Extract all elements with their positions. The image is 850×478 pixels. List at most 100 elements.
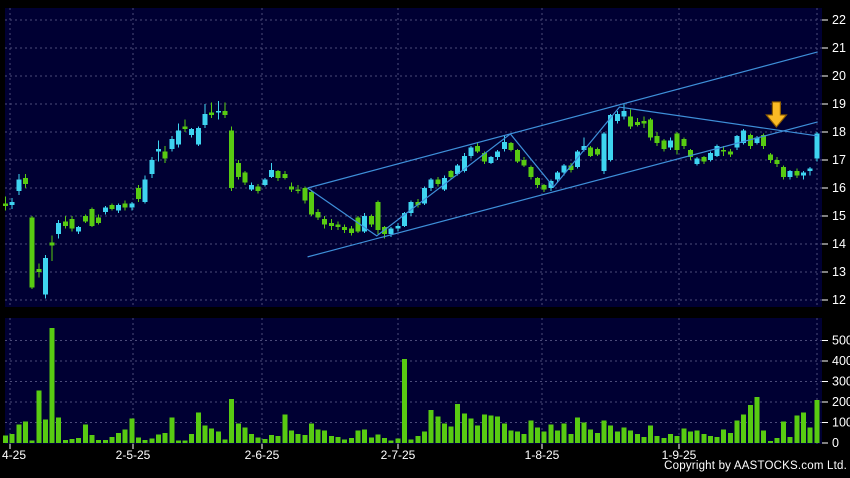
price-tick-label: 12	[832, 293, 846, 307]
volume-bar	[461, 413, 467, 443]
volume-bar	[222, 439, 228, 443]
volume-bar	[634, 433, 640, 443]
price-tick-label: 22	[832, 13, 846, 27]
volume-bar	[288, 430, 294, 443]
volume-bar	[455, 404, 461, 443]
volume-bar	[3, 435, 8, 443]
candle-body	[707, 153, 713, 160]
volume-bar	[807, 427, 813, 443]
candle-body	[714, 146, 720, 156]
candle-body	[681, 139, 687, 146]
candle-body	[687, 150, 693, 158]
candle-body	[535, 178, 540, 186]
candle-body	[408, 202, 414, 214]
candle-body	[515, 150, 521, 162]
candle-body	[814, 133, 820, 159]
candle-body	[648, 119, 654, 138]
volume-bar	[16, 424, 22, 443]
volume-bar	[721, 429, 727, 443]
candle-body	[235, 162, 241, 177]
candle-body	[754, 137, 760, 144]
date-label: 2-5-25	[116, 448, 151, 462]
candle-body	[568, 165, 574, 170]
volume-bar	[182, 440, 188, 443]
candle-body	[574, 151, 580, 167]
volume-bar	[189, 433, 195, 443]
candle-body	[308, 192, 314, 215]
candle-body	[229, 130, 235, 188]
candle-body	[96, 217, 102, 223]
candle-body	[288, 186, 294, 190]
candle-body	[608, 115, 614, 160]
volume-bar	[262, 438, 268, 443]
volume-bar	[136, 437, 141, 443]
candle-body	[3, 203, 8, 207]
volume-bar	[149, 438, 155, 443]
volume-bar	[674, 435, 680, 443]
volume-bar	[62, 439, 68, 443]
candle-body	[142, 179, 148, 202]
candle-body	[109, 204, 115, 209]
candle-body	[787, 171, 793, 177]
candle-body	[368, 216, 374, 225]
candle-body	[621, 111, 627, 117]
candle-body	[634, 122, 640, 125]
volume-bar	[781, 421, 787, 443]
volume-tick-label: 300	[832, 375, 850, 389]
candle-body	[282, 174, 288, 179]
candle-body	[481, 153, 487, 162]
volume-bar	[495, 416, 501, 443]
volume-bar	[89, 434, 95, 443]
candle-body	[747, 134, 753, 146]
volume-bar	[249, 433, 255, 443]
price-tick-label: 16	[832, 181, 846, 195]
candle-body	[581, 146, 587, 151]
volume-tick-label: 200	[832, 395, 850, 409]
price-tick-label: 14	[832, 237, 846, 251]
candle-body	[155, 148, 161, 152]
volume-bar	[787, 436, 793, 443]
candle-body	[182, 126, 188, 130]
candle-body	[668, 140, 673, 148]
volume-bar	[548, 424, 554, 443]
candle-body	[162, 151, 168, 159]
volume-bar	[415, 435, 421, 443]
candle-body	[548, 181, 554, 188]
volume-bar	[162, 432, 168, 443]
volume-bar	[441, 423, 447, 443]
volume-bar	[362, 429, 368, 443]
candle-body	[528, 167, 534, 177]
candle-body	[215, 111, 221, 113]
volume-bar	[435, 416, 441, 443]
candle-body	[594, 148, 600, 155]
candle-body	[169, 139, 175, 149]
price-tick-label: 17	[832, 153, 846, 167]
volume-bar	[488, 415, 494, 443]
volume-bar	[801, 412, 806, 443]
candle-body	[428, 179, 434, 188]
candle-body	[335, 224, 341, 228]
volume-bar	[355, 430, 361, 443]
candle-body	[362, 216, 368, 232]
candle-body	[29, 217, 35, 288]
volume-bar	[614, 431, 620, 443]
candle-body	[242, 172, 248, 183]
volume-bar	[641, 436, 647, 443]
upper-channel-line	[307, 51, 818, 189]
volume-bar	[521, 433, 527, 443]
volume-bar	[588, 429, 594, 443]
candle-body	[22, 178, 28, 184]
candle-body	[614, 113, 620, 121]
candle-body	[275, 171, 281, 179]
volume-bar	[235, 423, 241, 443]
candle-body	[435, 179, 441, 184]
volume-bar	[9, 433, 15, 443]
candle-body	[122, 203, 128, 208]
date-label: 1-9-25	[662, 448, 697, 462]
candle-body	[554, 172, 560, 180]
date-label: 1-8-25	[525, 448, 560, 462]
volume-bar	[767, 440, 773, 443]
volume-bar	[116, 432, 122, 443]
candle-body	[468, 147, 474, 156]
